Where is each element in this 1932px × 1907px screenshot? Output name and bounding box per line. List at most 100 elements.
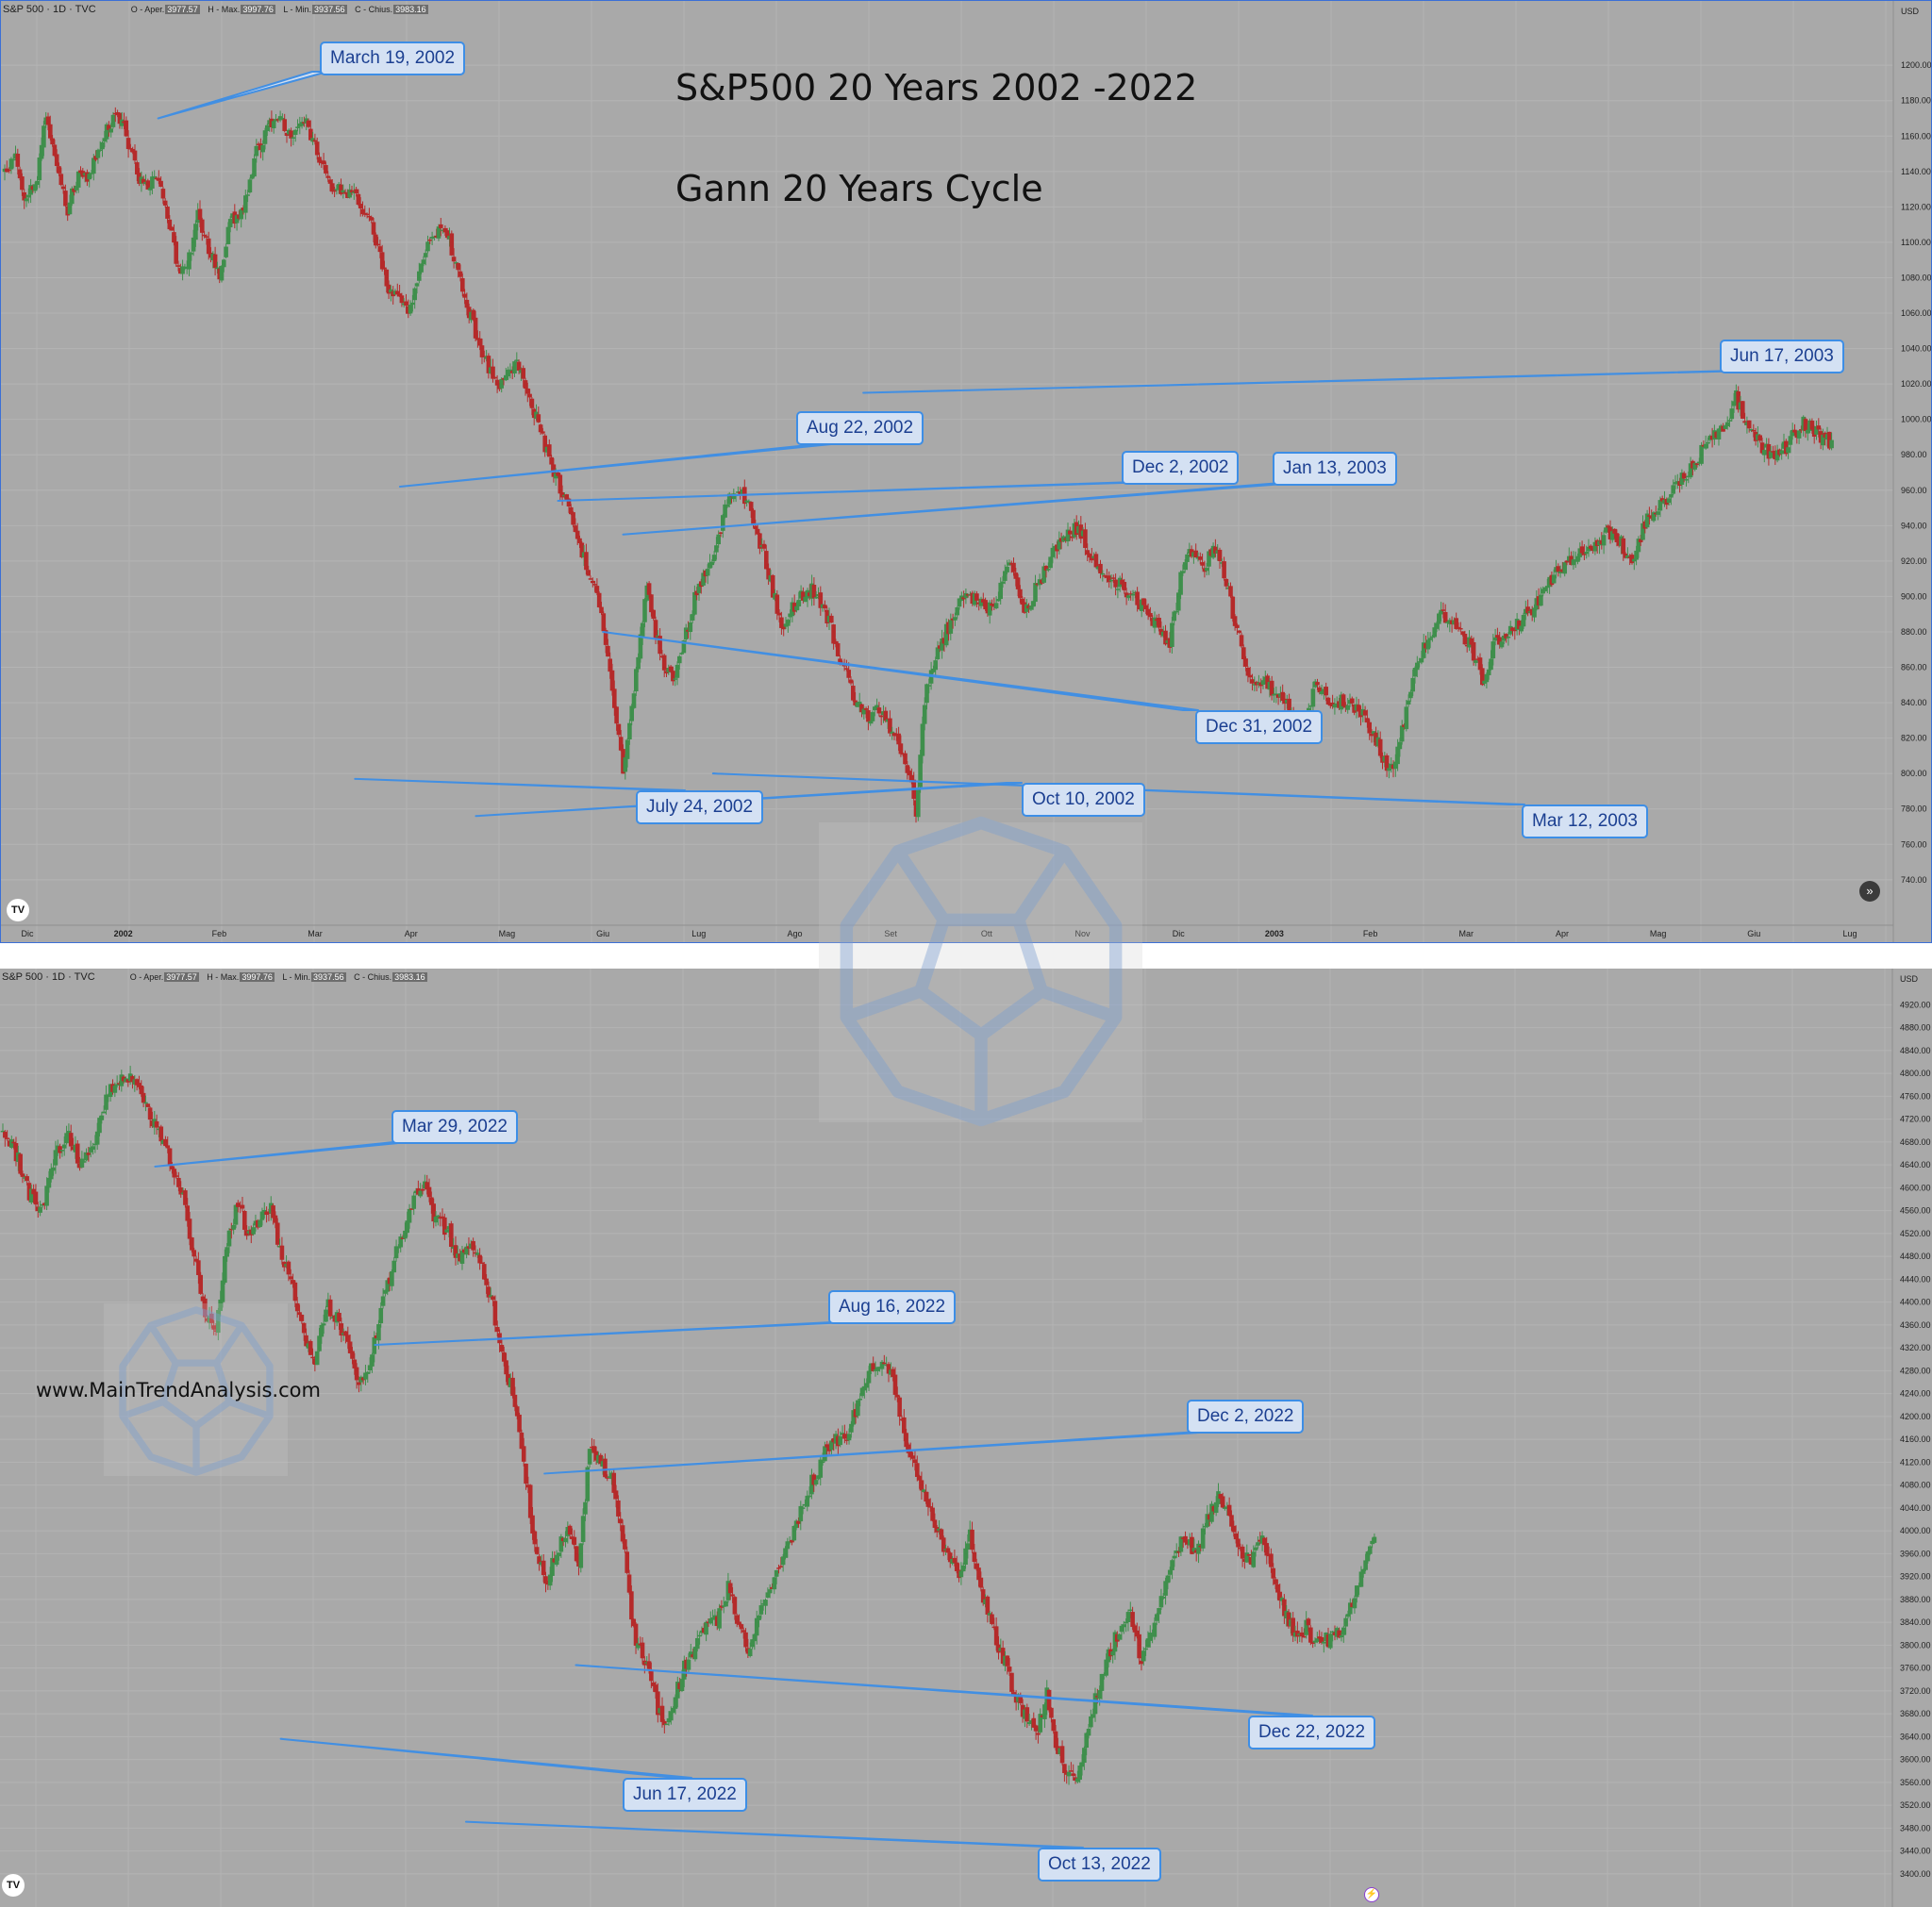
candle-down bbox=[659, 1697, 665, 1728]
candle-body bbox=[441, 229, 445, 232]
candle-body bbox=[957, 1569, 961, 1579]
chart-title: S&P500 20 Years 2002 -2022 bbox=[675, 67, 1198, 108]
candle-body bbox=[955, 607, 959, 616]
candle-body bbox=[1046, 1689, 1052, 1711]
flash-icon[interactable]: ⚡ bbox=[1364, 1887, 1379, 1902]
candle-down bbox=[374, 1332, 379, 1339]
candle-body bbox=[1273, 1579, 1278, 1584]
candle-down bbox=[1277, 1584, 1283, 1609]
candle-body bbox=[642, 599, 647, 622]
candle-body bbox=[572, 1536, 577, 1546]
tradingview-logo-icon[interactable]: TV bbox=[7, 899, 29, 921]
candle-body bbox=[1178, 1536, 1184, 1552]
top-chart-panel[interactable]: USD 740.00 760.00 780.00 800.00 820.00 840.00 8… bbox=[0, 0, 1932, 943]
candle-up bbox=[403, 1222, 408, 1242]
candle-up bbox=[950, 1556, 955, 1566]
candle-body bbox=[1127, 1609, 1133, 1612]
candle-body bbox=[1124, 592, 1129, 598]
candle-down bbox=[626, 1569, 632, 1595]
candle-down bbox=[178, 1181, 184, 1198]
candle-body bbox=[1375, 737, 1381, 747]
candle-body bbox=[425, 241, 430, 252]
candle-down bbox=[20, 173, 25, 196]
y-tick-label: 960.00 bbox=[1901, 486, 1927, 495]
candle-body bbox=[288, 1276, 293, 1280]
candle-body bbox=[486, 1286, 491, 1298]
candle-body bbox=[646, 583, 652, 595]
candle-up bbox=[1092, 1687, 1098, 1722]
candle-up bbox=[1427, 632, 1433, 648]
candle-up bbox=[1058, 1748, 1063, 1756]
candle-up bbox=[1762, 444, 1767, 463]
y-tick-label: 3560.00 bbox=[1900, 1778, 1931, 1787]
candle-body bbox=[15, 153, 21, 167]
candle-body bbox=[1233, 1533, 1239, 1540]
candle-body bbox=[1362, 710, 1368, 716]
candle-body bbox=[783, 1548, 788, 1558]
candle-up bbox=[405, 1211, 410, 1237]
candle-down bbox=[891, 1367, 895, 1382]
candle-body bbox=[499, 378, 504, 389]
candle-body bbox=[1688, 463, 1693, 478]
candle-down bbox=[1238, 1543, 1243, 1551]
top-high-label: H - Max. bbox=[208, 5, 241, 14]
bottom-candlestick-chart[interactable]: USD3400.003440.003480.003520.003560.0036… bbox=[0, 969, 1932, 1907]
candle-body bbox=[504, 374, 508, 381]
candle-body bbox=[218, 1299, 223, 1312]
candle-body bbox=[920, 723, 925, 756]
top-low-label: L - Min. bbox=[283, 5, 312, 14]
candle-body bbox=[1681, 473, 1687, 479]
candle-down bbox=[242, 1209, 247, 1236]
candle-down bbox=[1130, 1606, 1135, 1631]
tradingview-logo-icon[interactable]: TV bbox=[2, 1874, 25, 1897]
candle-body bbox=[658, 1708, 662, 1714]
candle-body bbox=[1122, 1624, 1126, 1628]
candle-body bbox=[1033, 583, 1038, 603]
candle-body bbox=[187, 252, 192, 270]
candle-body bbox=[284, 132, 290, 136]
candle-body bbox=[1452, 620, 1457, 625]
y-tick-label: 1200.00 bbox=[1901, 60, 1932, 70]
candle-up bbox=[1404, 700, 1409, 732]
candle-body bbox=[429, 1197, 434, 1205]
candle-body bbox=[653, 1684, 658, 1693]
candle-body bbox=[206, 238, 211, 255]
candle-up bbox=[1829, 432, 1834, 451]
candle-body bbox=[1656, 511, 1660, 515]
candle-body bbox=[1625, 555, 1630, 558]
candle-down bbox=[68, 1124, 74, 1152]
candle-down bbox=[1200, 554, 1205, 570]
candle-body bbox=[1699, 444, 1704, 464]
candle-up bbox=[750, 1639, 755, 1650]
scroll-right-icon[interactable]: » bbox=[1859, 881, 1880, 902]
candle-body bbox=[611, 1472, 617, 1493]
candle-body bbox=[100, 141, 105, 150]
candle-down bbox=[584, 543, 589, 575]
candle-body bbox=[1224, 1506, 1230, 1508]
candle-body bbox=[494, 379, 500, 386]
candle-down bbox=[593, 1446, 599, 1466]
candle-body bbox=[571, 512, 575, 525]
candle-body bbox=[462, 293, 467, 298]
candle-body bbox=[983, 1599, 988, 1605]
candle-up bbox=[1029, 1719, 1034, 1731]
candle-body bbox=[931, 668, 936, 672]
top-candlestick-chart[interactable]: USD740.00760.00780.00800.00820.00840.008… bbox=[1, 1, 1932, 943]
candle-body bbox=[334, 1312, 340, 1323]
bottom-chart-panel[interactable]: USD 3400.00 3440.00 3480.00 3520.00 3560.00 36… bbox=[0, 969, 1932, 1907]
candle-down bbox=[1694, 462, 1700, 468]
candle-body bbox=[1679, 473, 1685, 485]
candle-body bbox=[1176, 1550, 1181, 1553]
candle-body bbox=[760, 1603, 766, 1605]
candle-body bbox=[786, 620, 791, 626]
candle-body bbox=[174, 241, 178, 264]
candle-down bbox=[990, 599, 994, 611]
candle-down bbox=[1193, 543, 1198, 558]
candle-body bbox=[125, 1079, 131, 1083]
candle-body bbox=[1484, 673, 1490, 683]
candle-down bbox=[1384, 753, 1390, 777]
candle-body bbox=[1097, 1690, 1102, 1700]
candle-body bbox=[429, 237, 435, 239]
candle-body bbox=[172, 232, 176, 243]
callout-jun-17-2003: Jun 17, 2003 bbox=[1720, 340, 1844, 373]
